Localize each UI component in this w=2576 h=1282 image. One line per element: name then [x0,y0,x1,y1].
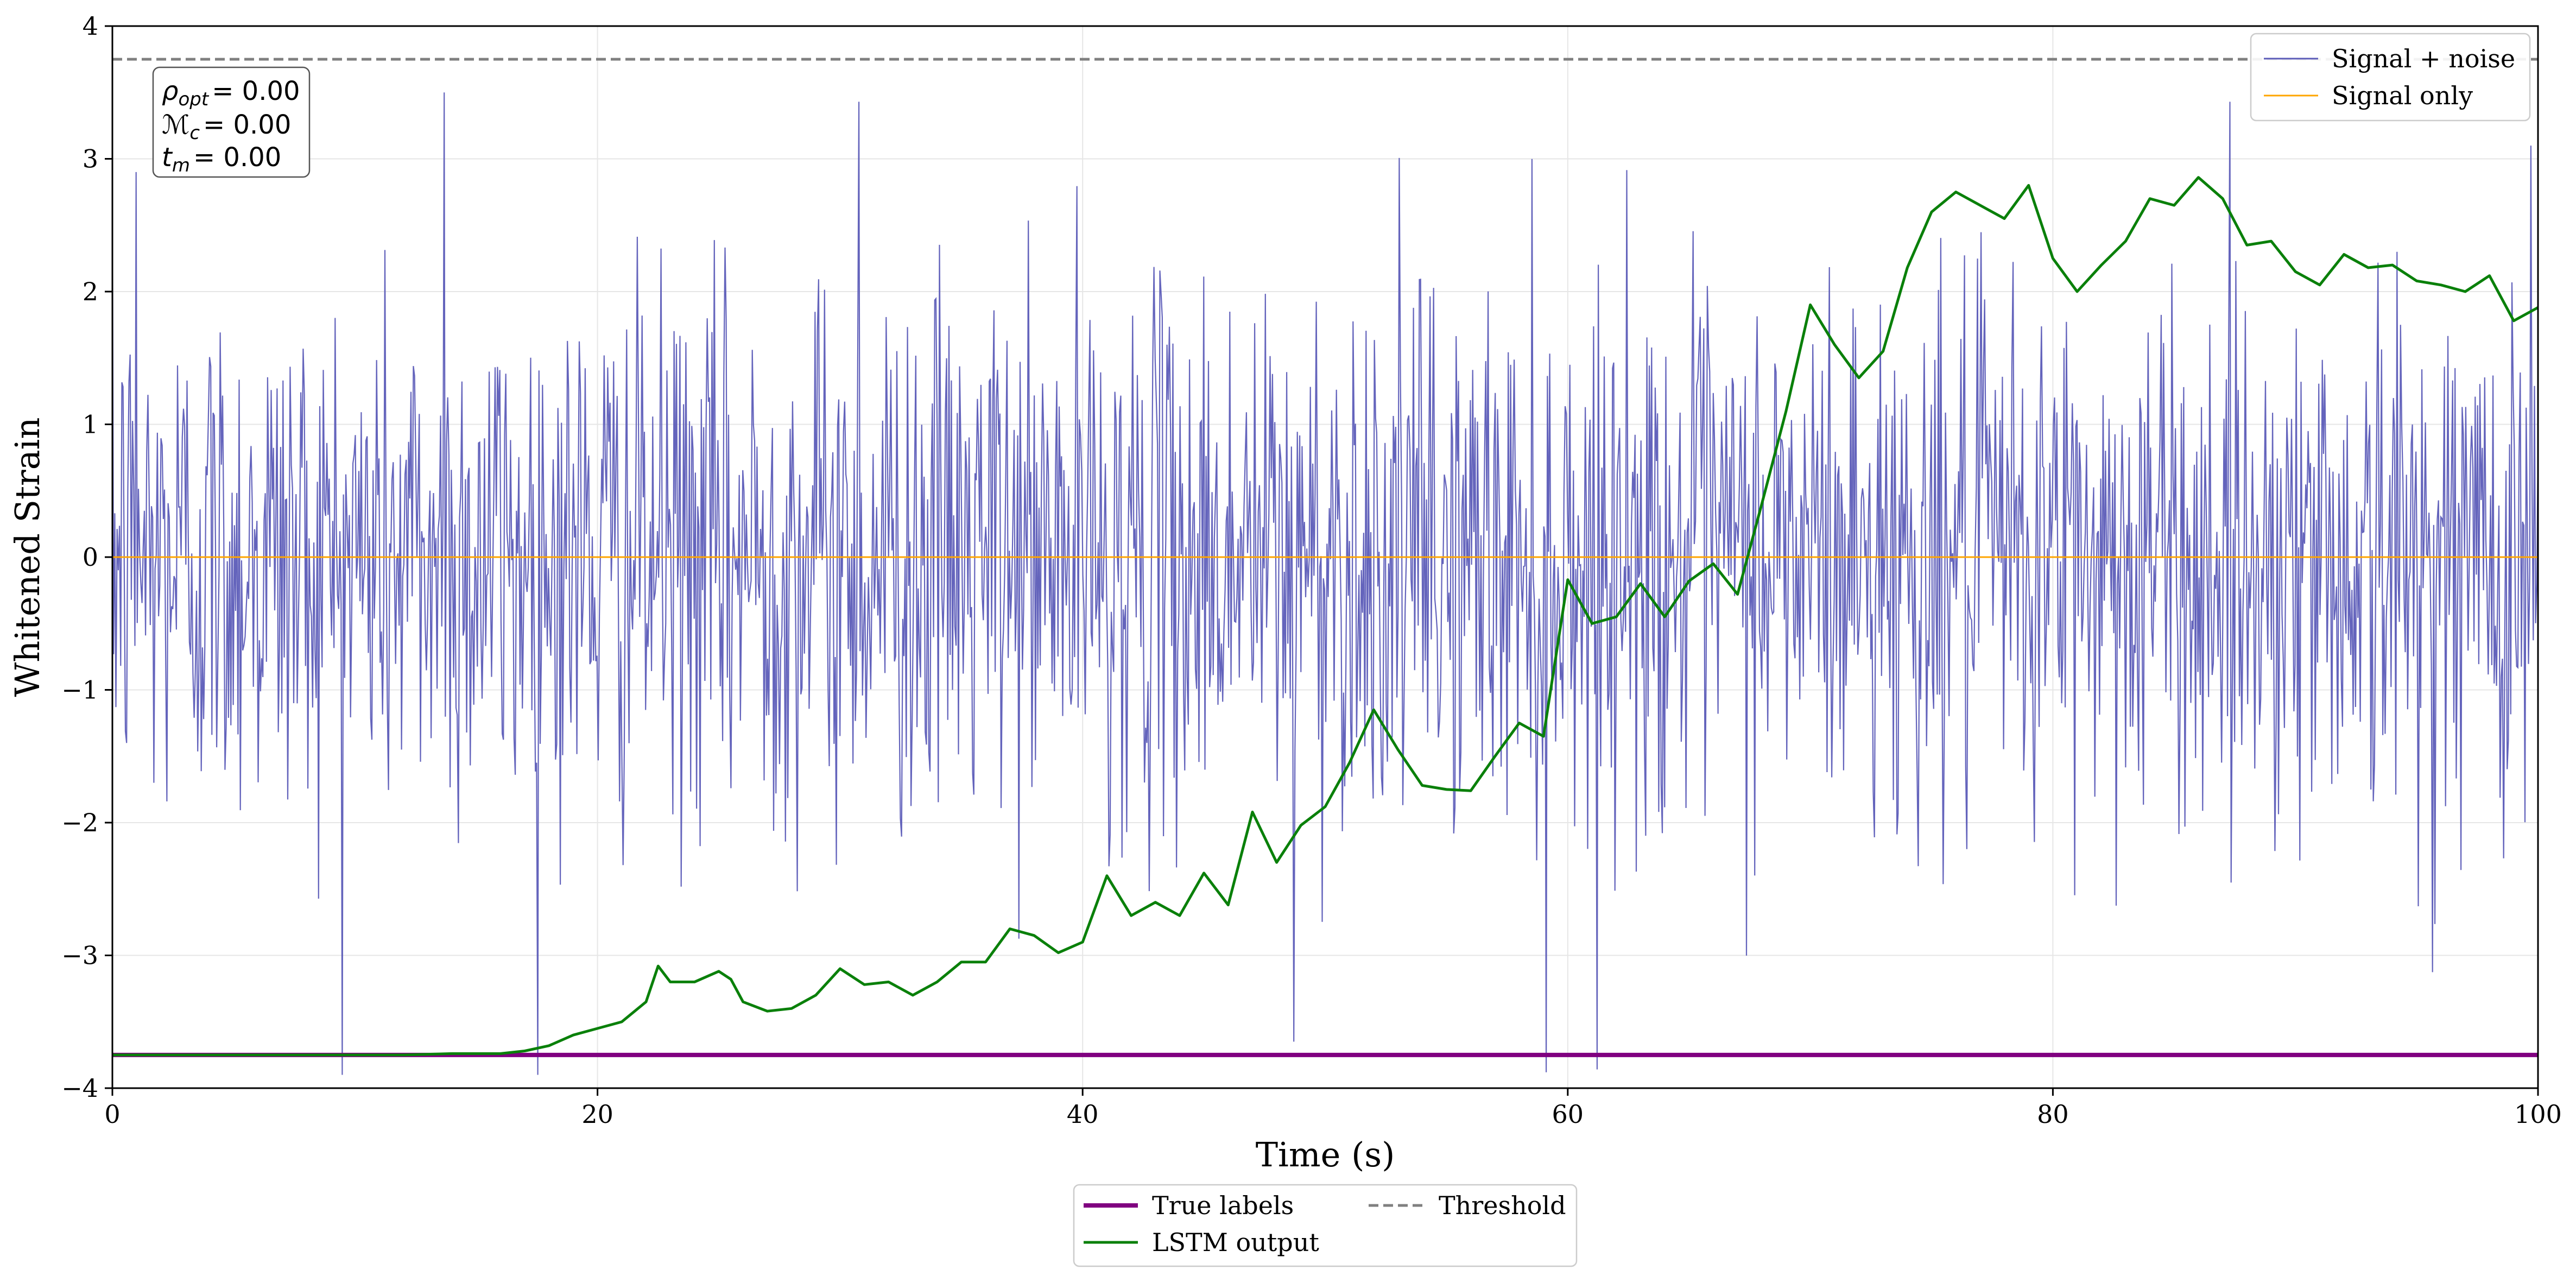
y-axis-label: Whitened Strain [8,418,47,697]
x-tick-label: 20 [581,1100,613,1129]
annotation-merger-time: tm = 0.00 [162,142,281,176]
x-tick-label: 60 [1552,1100,1584,1129]
y-tick-label: 1 [83,410,98,439]
x-axis-label: Time (s) [1256,1135,1395,1174]
annotation-frame [152,66,311,178]
x-tick-label: 0 [104,1100,120,1129]
y-tick-label: 0 [83,542,98,572]
legend-label-signal-noise: Signal + noise [2332,44,2515,73]
legend-label-lstm-output: LSTM output [1152,1228,1319,1257]
y-tick-label: 2 [83,277,98,306]
y-tick-label: −4 [61,1073,98,1103]
legend-label-threshold: Threshold [1439,1191,1566,1220]
plot-series [111,58,2539,1075]
legend-label-signal-only: Signal only [2332,81,2473,110]
series-signal-noise [111,92,2539,1075]
y-tick-label: −1 [61,675,98,705]
y-tick-label: 3 [83,144,98,174]
annotation-rho-opt: ρopt = 0.00 [162,76,300,110]
x-tick-label: 100 [2514,1100,2562,1129]
y-tick-label: 4 [83,11,98,41]
legend-upper-right: Signal + noise Signal only [2250,33,2531,122]
x-tick-label: 40 [1067,1100,1099,1129]
legend-below-axes: True labels LSTM output Threshold [1073,1184,1578,1267]
y-tick-label: −3 [61,941,98,970]
axis-ticks: 0 20 40 60 80 100 −4 −3 −2 −1 0 1 2 3 4 [61,11,2562,1129]
series-lstm-output [112,176,2539,1057]
legend-label-true-labels: True labels [1152,1191,1294,1220]
x-tick-label: 80 [2037,1100,2069,1129]
legend-bottom-frame [1073,1184,1578,1267]
parameter-annotation: ρopt = 0.00 ℳc = 0.00 tm = 0.00 [152,66,311,178]
y-tick-label: −2 [61,808,98,837]
legend-upper-frame [2250,33,2531,122]
annotation-chirp-mass: ℳc = 0.00 [162,110,291,144]
